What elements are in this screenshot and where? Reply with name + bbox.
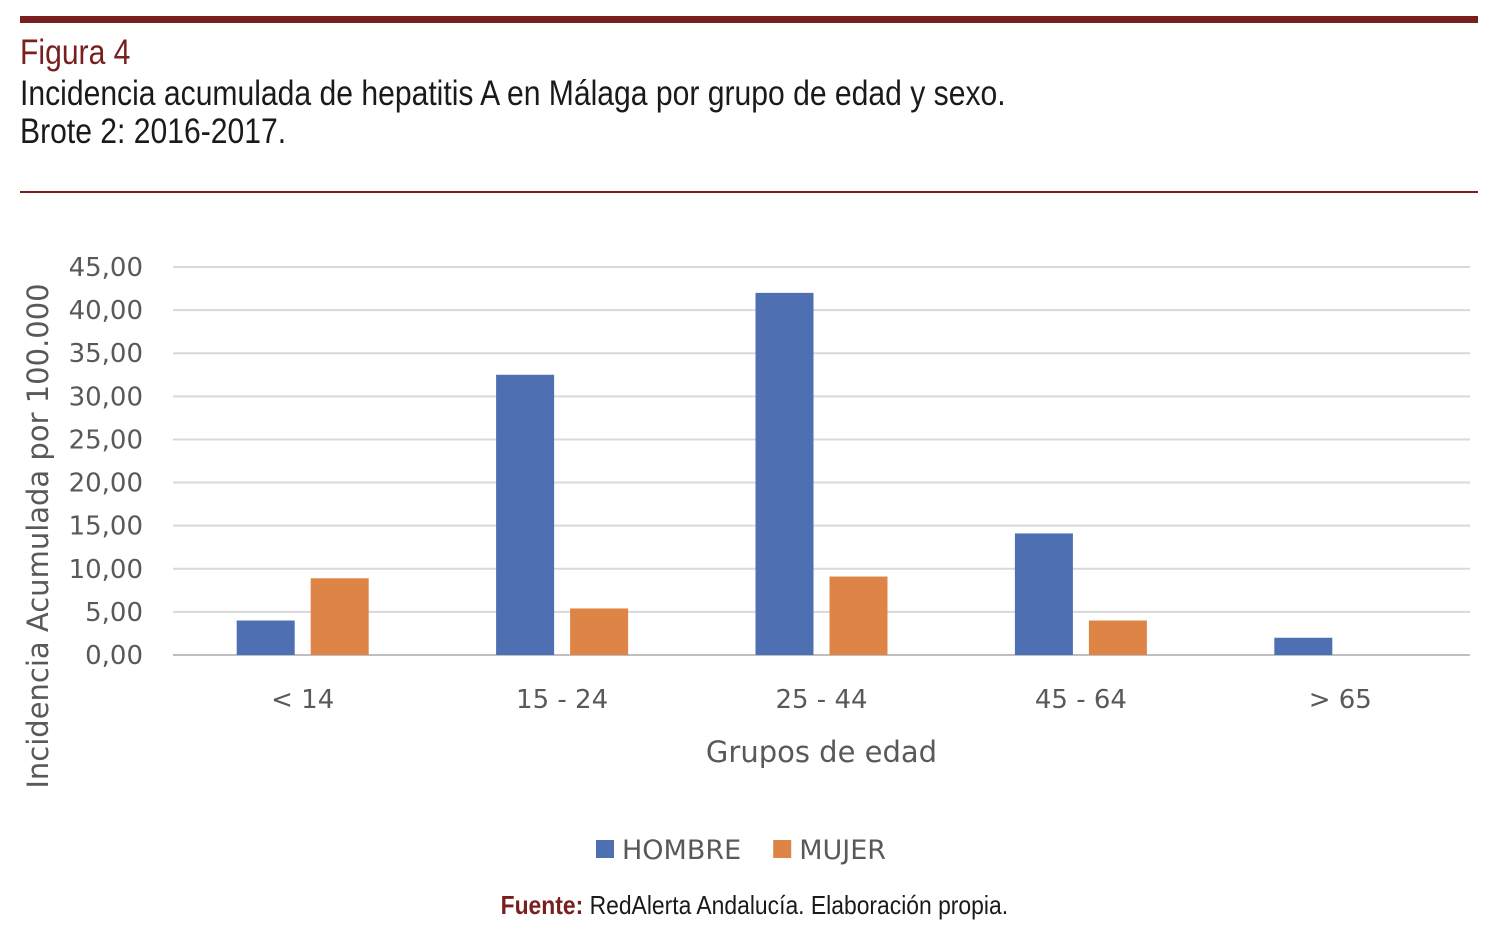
x-axis-title: Grupos de edad [706, 735, 937, 769]
y-tick-label: 30,00 [69, 382, 143, 412]
legend-swatch-hombre [596, 840, 614, 858]
bar-hombre [1274, 637, 1333, 655]
y-tick-label: 25,00 [69, 425, 143, 455]
figure-title-line-2: Brote 2: 2016-2017. [20, 112, 287, 151]
x-tick-label: > 65 [1309, 685, 1372, 715]
x-tick-label: 25 - 44 [775, 685, 867, 715]
y-tick-label: 20,00 [69, 469, 143, 499]
bar-chart: 0,00 5,00 10,00 15,00 20,00 25,00 30,00 35,00 40… [21, 253, 1470, 866]
bar-hombre [236, 620, 295, 655]
legend-label-mujer: MUJER [799, 835, 886, 866]
bar-mujer [1088, 620, 1147, 655]
y-axis-title: Incidencia Acumulada por 100.000 [21, 283, 55, 788]
figure-title: Incidencia acumulada de hepatitis A en M… [20, 75, 1006, 151]
x-tick-label: 15 - 24 [516, 685, 608, 715]
source-label: Fuente: [500, 890, 583, 920]
bar-mujer [829, 576, 888, 655]
y-tick-label: 10,00 [69, 555, 143, 585]
bar-mujer [310, 578, 369, 655]
figure-title-line-1: Incidencia acumulada de hepatitis A en M… [20, 74, 1006, 113]
legend-swatch-mujer [773, 840, 792, 858]
bar-mujer [570, 608, 629, 655]
x-tick-label: 45 - 64 [1035, 685, 1127, 715]
bar-hombre [1014, 533, 1073, 655]
header-bottom-rule [20, 191, 1478, 193]
legend-label-hombre: HOMBRE [622, 835, 741, 866]
figure-label: Figura 4 [20, 33, 131, 72]
y-tick-label: 35,00 [69, 339, 143, 369]
y-tick-label: 5,00 [85, 598, 143, 628]
y-tick-label: 15,00 [69, 512, 143, 542]
source-note: Fuente: RedAlerta Andalucía. Elaboración… [0, 890, 1508, 921]
x-tick-label: < 14 [271, 685, 334, 715]
header-top-rule [20, 16, 1478, 23]
y-tick-label: 40,00 [69, 296, 143, 326]
bar-hombre [755, 292, 814, 655]
y-tick-label: 45,00 [69, 253, 143, 283]
source-text: RedAlerta Andalucía. Elaboración propia. [582, 890, 1008, 920]
y-tick-label: 0,00 [85, 641, 143, 671]
bar-hombre [496, 374, 555, 655]
